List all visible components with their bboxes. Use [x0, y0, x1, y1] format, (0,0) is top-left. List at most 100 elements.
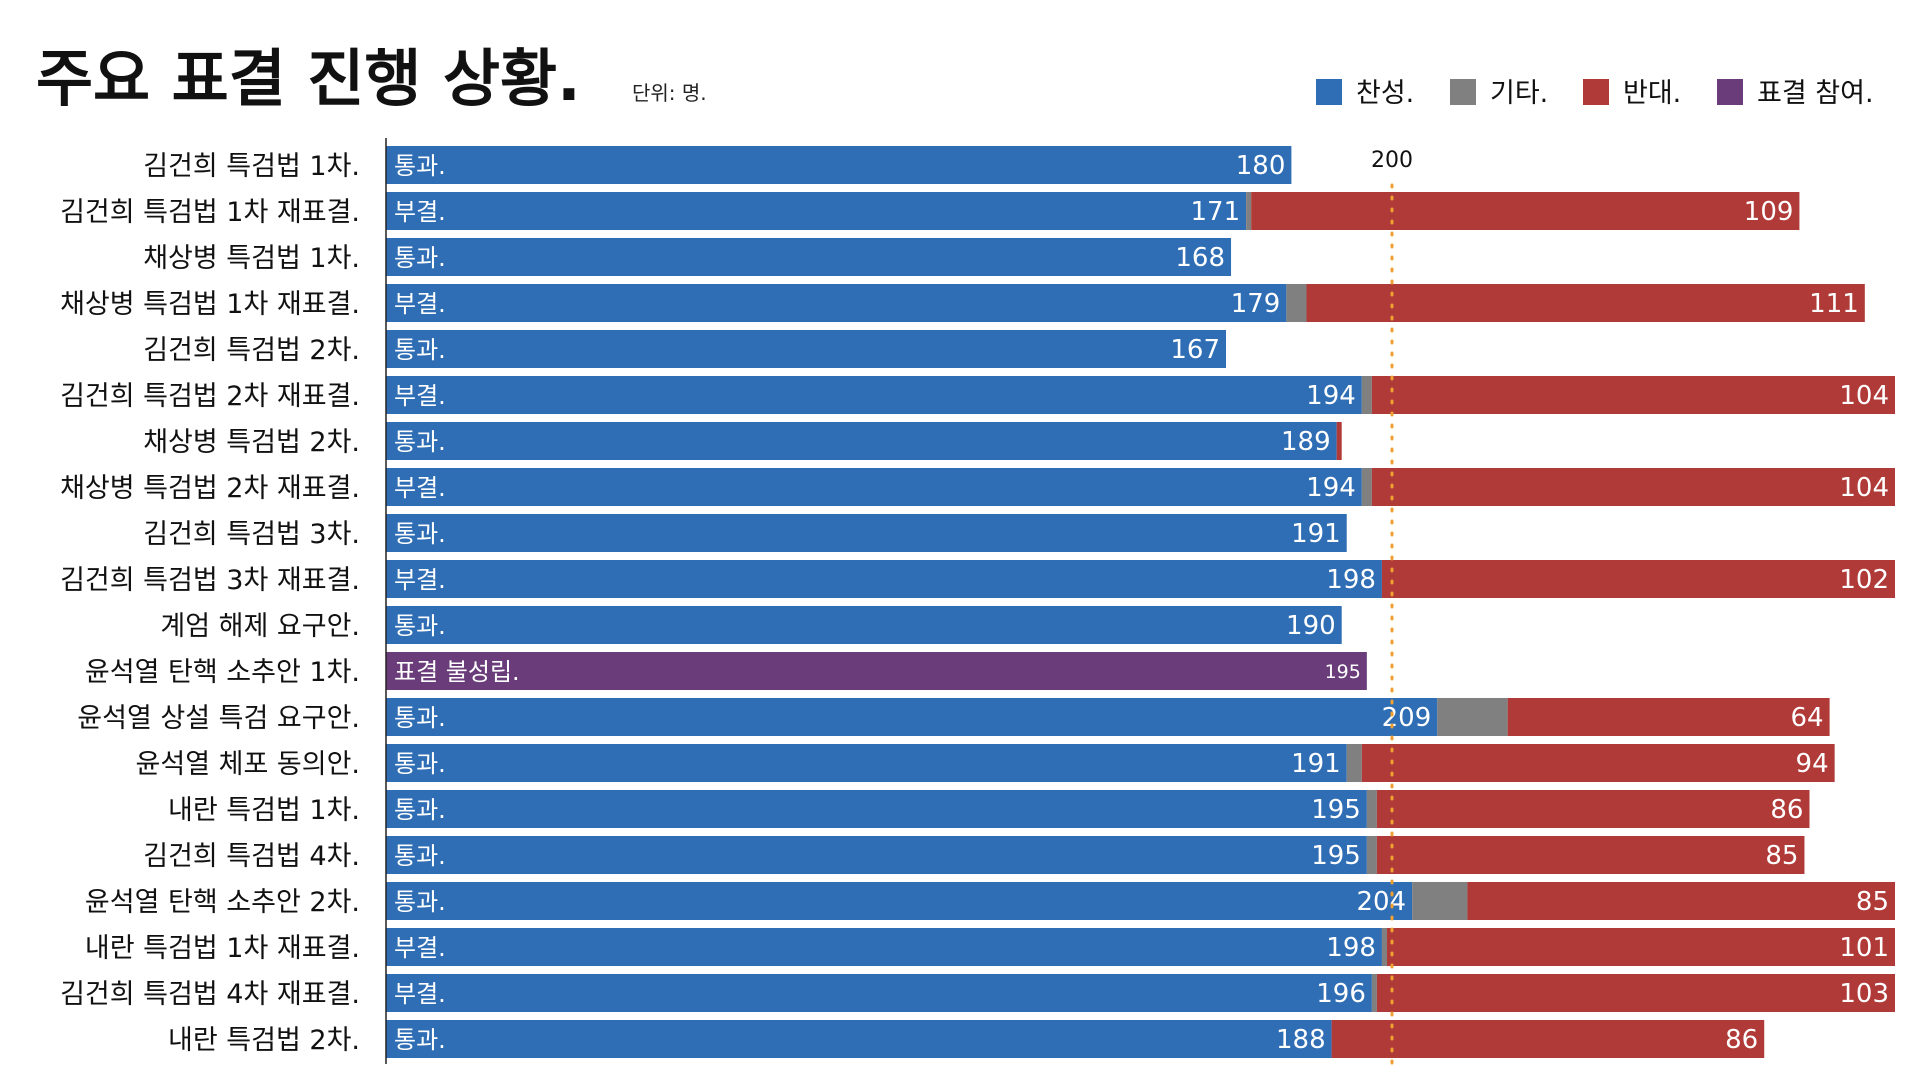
value-label-yes-13: 191: [1291, 749, 1341, 779]
status-label-9: 부결.: [394, 566, 446, 594]
value-label-no-5: 104: [1839, 381, 1889, 411]
bar-yes-3: [386, 284, 1287, 322]
value-label-yes-7: 194: [1306, 473, 1356, 503]
bar-yes-6: [386, 422, 1337, 460]
bar-no-19: [1331, 1020, 1765, 1058]
category-label-14: 내란 특검법 1차.: [168, 795, 360, 826]
reference-line-label: 200: [1371, 148, 1413, 173]
value-label-yes-5: 194: [1306, 381, 1356, 411]
legend-label-2: 반대.: [1623, 78, 1681, 109]
value-label-yes-14: 195: [1311, 795, 1361, 825]
status-label-5: 부결.: [394, 382, 446, 410]
plot-area: 김건희 특검법 1차. 180 통과. 김건희 특검법 1차 재표결. 171 109 부결…: [60, 138, 1895, 1068]
value-label-yes-3: 179: [1231, 289, 1281, 319]
bar-other-14: [1366, 790, 1377, 828]
bar-no-1: [1251, 192, 1800, 230]
legend-label-1: 기타.: [1490, 78, 1548, 109]
value-label-yes-9: 198: [1326, 565, 1376, 595]
chart-title: 주요 표결 진행 상황.: [36, 42, 581, 115]
bar-other-5: [1361, 376, 1372, 414]
category-label-4: 김건희 특검법 2차.: [143, 335, 360, 366]
bar-yes-1: [386, 192, 1247, 230]
status-label-18: 부결.: [394, 980, 446, 1008]
status-label-19: 통과.: [394, 1026, 446, 1054]
bar-yes-10: [386, 606, 1342, 644]
status-label-14: 통과.: [394, 796, 446, 824]
status-label-3: 부결.: [394, 290, 446, 318]
bar-yes-13: [386, 744, 1347, 782]
bar-no-7: [1371, 468, 1895, 506]
value-label-yes-12: 209: [1382, 703, 1432, 733]
status-label-16: 통과.: [394, 888, 446, 916]
status-label-15: 통과.: [394, 842, 446, 870]
bar-other-18: [1371, 974, 1377, 1012]
status-label-2: 통과.: [394, 244, 446, 272]
category-label-0: 김건희 특검법 1차.: [143, 151, 360, 182]
bar-no-13: [1361, 744, 1835, 782]
category-label-3: 채상병 특검법 1차 재표결.: [60, 289, 360, 320]
value-label-participation-11: 195: [1325, 661, 1361, 683]
bar-other-17: [1381, 928, 1387, 966]
category-label-9: 김건희 특검법 3차 재표결.: [60, 565, 360, 596]
legend-label-3: 표결 참여.: [1757, 78, 1874, 109]
bar-yes-2: [386, 238, 1232, 276]
category-label-15: 김건희 특검법 4차.: [143, 841, 360, 872]
category-label-8: 김건희 특검법 3차.: [143, 519, 360, 550]
category-label-19: 내란 특검법 2차.: [168, 1025, 360, 1056]
bar-yes-12: [386, 698, 1438, 736]
bar-yes-8: [386, 514, 1347, 552]
category-label-18: 김건희 특검법 4차 재표결.: [60, 979, 360, 1010]
value-label-no-12: 64: [1791, 703, 1824, 733]
bar-no-9: [1381, 560, 1895, 598]
bar-no-3: [1306, 284, 1865, 322]
status-label-8: 통과.: [394, 520, 446, 548]
category-label-6: 채상병 특검법 2차.: [143, 427, 360, 458]
value-label-yes-8: 191: [1291, 519, 1341, 549]
bar-yes-15: [386, 836, 1367, 874]
bar-other-1: [1246, 192, 1252, 230]
value-label-no-7: 104: [1839, 473, 1889, 503]
bar-other-13: [1346, 744, 1362, 782]
value-label-yes-16: 204: [1356, 887, 1406, 917]
category-label-17: 내란 특검법 1차 재표결.: [85, 933, 360, 964]
bar-yes-7: [386, 468, 1362, 506]
value-label-yes-17: 198: [1326, 933, 1376, 963]
bar-other-12: [1437, 698, 1508, 736]
status-label-0: 통과.: [394, 152, 446, 180]
legend-label-0: 찬성.: [1356, 78, 1414, 109]
bar-other-16: [1412, 882, 1468, 920]
category-label-10: 계엄 해제 요구안.: [160, 611, 360, 642]
legend-swatch-2: [1583, 79, 1609, 105]
category-label-13: 윤석열 체포 동의안.: [136, 749, 360, 780]
value-label-yes-18: 196: [1316, 979, 1366, 1009]
category-label-7: 채상병 특검법 2차 재표결.: [60, 473, 360, 504]
category-label-2: 채상병 특검법 1차.: [143, 243, 360, 274]
bar-yes-0: [386, 146, 1292, 184]
status-label-4: 통과.: [394, 336, 446, 364]
value-label-yes-6: 189: [1281, 427, 1331, 457]
bar-other-7: [1361, 468, 1372, 506]
value-label-no-16: 85: [1856, 887, 1889, 917]
bar-other-15: [1366, 836, 1377, 874]
status-label-10: 통과.: [394, 612, 446, 640]
bar-yes-14: [386, 790, 1367, 828]
status-label-17: 부결.: [394, 934, 446, 962]
bar-yes-19: [386, 1020, 1332, 1058]
unit-label: 단위: 명.: [632, 81, 707, 105]
legend: 찬성. 기타. 반대. 표결 참여.: [1316, 78, 1874, 109]
value-label-yes-1: 171: [1190, 197, 1240, 227]
bar-no-14: [1376, 790, 1810, 828]
value-label-no-15: 85: [1765, 841, 1798, 871]
value-label-no-3: 111: [1809, 289, 1859, 319]
bar-yes-5: [386, 376, 1362, 414]
bar-no-15: [1376, 836, 1805, 874]
legend-swatch-3: [1717, 79, 1743, 105]
bar-yes-18: [386, 974, 1372, 1012]
category-label-16: 윤석열 탄핵 소추안 2차.: [85, 887, 360, 918]
legend-swatch-0: [1316, 79, 1342, 105]
category-label-12: 윤석열 상설 특검 요구안.: [77, 703, 360, 734]
value-label-no-18: 103: [1839, 979, 1889, 1009]
value-label-yes-15: 195: [1311, 841, 1361, 871]
status-label-11: 표결 불성립.: [394, 658, 520, 686]
bar-no-18: [1376, 974, 1895, 1012]
